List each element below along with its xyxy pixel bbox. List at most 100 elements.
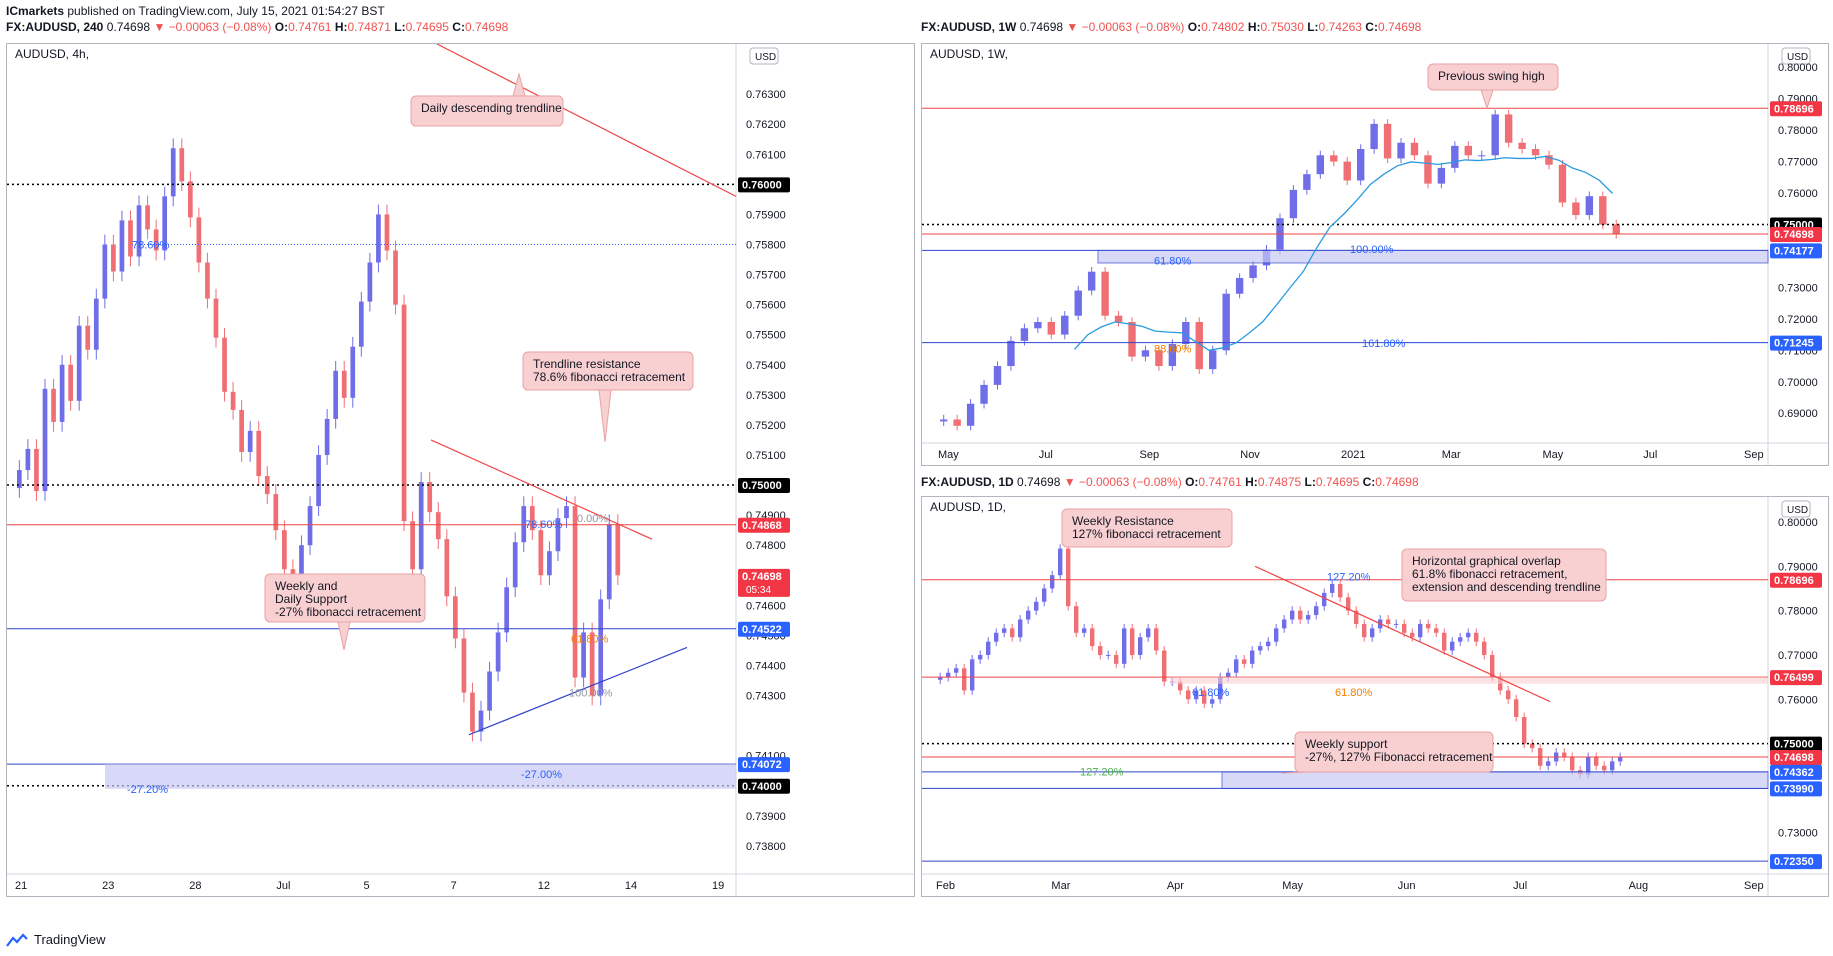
fib-label: 88.60%: [1154, 344, 1192, 356]
candle: [512, 532, 518, 598]
open: 0.74761: [1198, 475, 1242, 489]
chart-d1[interactable]: AUDUSD, 1D, USD 0.80000 0.79000 0.78000 0.770…: [921, 496, 1829, 897]
candle-body: [1546, 761, 1551, 766]
candle-body: [93, 298, 99, 350]
candle: [170, 138, 176, 207]
candle-body: [170, 148, 176, 197]
candle: [1303, 169, 1311, 195]
candle-body: [1098, 646, 1103, 655]
symbol: FX:AUDUSD, 1W: [921, 20, 1017, 34]
candle: [953, 414, 961, 431]
candle-body: [247, 430, 253, 452]
candle: [470, 682, 475, 742]
price-tag-box: [738, 778, 790, 794]
candle-body: [1474, 632, 1479, 642]
price-tick-label: 0.75200: [746, 420, 786, 432]
price-tag: 0.74698 05:34: [738, 568, 790, 597]
candle: [1522, 712, 1527, 749]
candle-body: [1397, 142, 1405, 159]
high: 0.74871: [347, 20, 391, 34]
candle: [128, 210, 133, 267]
currency-box: [1781, 500, 1811, 518]
author[interactable]: ICmarkets: [6, 4, 65, 18]
candle-body: [1138, 637, 1143, 655]
price-tag-box: [738, 177, 790, 193]
panel-h4-header: FX:AUDUSD, 240 0.74698 ▼ −0.00063 (−0.08…: [6, 20, 509, 34]
price-tick-label: 0.75900: [746, 209, 786, 221]
fib-label: 127.20%: [1080, 767, 1124, 779]
change: ▼ −0.00063 (−0.08%): [1063, 475, 1182, 489]
candle: [1235, 273, 1244, 299]
chart-h4[interactable]: AUDUSD, 4h, USD 0.76300 0.76200 0.76100 0.759…: [6, 43, 915, 897]
candle-body: [282, 530, 287, 570]
candle-body: [978, 654, 983, 660]
candle: [1490, 650, 1495, 682]
candle-body: [324, 418, 330, 455]
candle: [256, 421, 262, 486]
candle-body: [1034, 322, 1042, 329]
candle: [1194, 686, 1199, 704]
high: 0.74875: [1257, 475, 1302, 489]
candle: [1274, 623, 1279, 647]
candle-body: [1298, 610, 1303, 620]
candle-body: [68, 364, 73, 401]
candle-body: [1146, 628, 1151, 638]
candle: [1491, 109, 1499, 160]
moving-average-line: [1074, 155, 1614, 351]
candle: [162, 186, 168, 261]
price-tick-label: 0.70000: [1778, 377, 1818, 389]
currency-box: [749, 47, 779, 65]
price-tick-label: 0.74400: [746, 661, 786, 673]
candle: [1426, 619, 1431, 633]
candle: [1074, 285, 1082, 321]
candle: [1289, 185, 1298, 223]
candle: [980, 380, 988, 409]
candle-body: [435, 512, 441, 540]
time-tick-label: Jun: [1398, 880, 1416, 892]
candle: [401, 294, 407, 531]
price-tag-box: [1770, 750, 1822, 766]
candle: [1506, 686, 1511, 704]
candle: [1338, 579, 1343, 602]
candle-body: [1514, 699, 1519, 718]
candle: [1210, 694, 1215, 709]
callout-text: Weekly and: [275, 579, 337, 593]
candle-body: [1042, 588, 1047, 602]
time-tick-label: Jul: [1039, 449, 1053, 461]
time-tick-label: Sep: [1744, 449, 1764, 461]
candle-body: [1290, 610, 1295, 620]
support-zone: [105, 764, 736, 789]
callout-pointer: [1281, 771, 1312, 774]
candle: [1058, 544, 1063, 580]
price-tag-label: 0.74698: [742, 571, 782, 583]
candle-body: [1034, 601, 1039, 611]
candle-body: [1306, 615, 1311, 620]
candle-body: [1383, 123, 1392, 159]
callout-box: [1061, 508, 1233, 548]
candle: [418, 472, 424, 580]
candle-body: [1394, 623, 1399, 625]
candle: [427, 472, 433, 522]
candle: [1101, 266, 1109, 321]
candle: [1314, 601, 1319, 620]
currency-label: USD: [1787, 52, 1808, 63]
price-tick-label: 0.75600: [746, 300, 786, 312]
callout: Weekly support-27%, 127% Fibonacci retra…: [1281, 731, 1494, 774]
candle: [273, 484, 279, 540]
candle: [230, 382, 236, 420]
candle-body: [1316, 155, 1325, 175]
brand-label[interactable]: TradingView: [34, 932, 106, 947]
candle-body: [358, 301, 364, 347]
candle: [247, 421, 253, 462]
candle: [606, 514, 612, 610]
candle-body: [136, 205, 142, 257]
time-tick-label: Apr: [1167, 880, 1184, 892]
callout-text: Previous swing high: [1438, 69, 1545, 83]
candle: [196, 207, 202, 273]
close: 0.74698: [1377, 20, 1422, 34]
callout: Daily descending trendline: [410, 72, 564, 127]
chart-w1[interactable]: AUDUSD, 1W, USD 0.80000 0.79000 0.78000 0.770…: [921, 43, 1829, 466]
candle-body: [1602, 765, 1607, 771]
price-tag-label: 0.74177: [1774, 245, 1814, 257]
candle: [1442, 628, 1447, 655]
